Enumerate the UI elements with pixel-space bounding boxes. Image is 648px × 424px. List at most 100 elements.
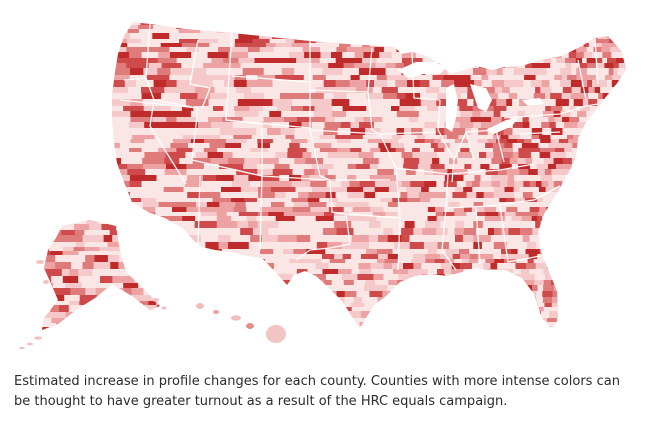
county-cell [283,269,298,275]
county-cell [354,63,368,69]
county-cell [374,29,384,34]
county-cell [607,135,615,140]
county-cell [383,263,393,270]
county-cell [304,33,319,40]
county-cell [513,187,520,193]
county-cell [444,274,459,281]
county-cell [278,158,295,165]
county-cell [278,221,291,229]
county-cell [596,202,604,208]
county-cell [592,25,601,30]
county-cell [512,25,524,30]
county-cell [518,148,530,153]
county-cell [438,326,447,328]
county-cell [483,202,493,208]
county-cell [242,307,264,312]
county-cell [192,318,207,323]
county-cell [271,318,288,323]
county-cell [184,263,201,270]
county-cell [248,47,261,53]
county-cell [338,198,351,203]
county-cell [566,303,573,308]
county-cell [589,297,599,304]
county-cell [93,301,104,306]
county-cell [550,242,559,250]
county-cell [456,117,471,123]
county-cell [415,33,425,40]
county-cell [619,322,626,327]
county-cell [389,311,399,319]
county-cell [378,269,394,275]
county-cell [586,111,595,118]
county-cell [424,33,438,40]
county-cell [350,254,362,260]
county-cell [496,139,508,144]
county-cell [462,198,472,203]
county-cell [342,254,352,260]
county-cell [176,269,197,275]
county-cell [529,148,541,153]
county-cell [171,128,188,136]
county-cell [254,269,268,275]
county-cell [412,22,426,26]
county-cell [346,111,356,118]
county-cell [89,224,102,231]
county-cell [498,93,510,100]
county-cell [507,139,518,144]
county-cell [572,22,582,26]
county-cell [374,181,388,188]
county-cell [206,318,225,323]
county-cell [611,25,621,30]
county-cell [123,106,145,112]
county-cell [416,326,424,328]
county-cell [341,143,359,149]
county-cell [369,221,381,229]
county-cell [226,93,245,100]
county-cell [557,326,569,328]
county-cell [371,117,383,123]
county-cell [480,249,489,255]
county-cell [462,25,470,30]
county-cell [269,22,281,26]
county-cell [155,235,160,243]
county-cell [119,111,131,118]
county-cell [421,187,430,193]
county-cell [447,22,461,26]
county-cell [592,221,601,229]
county-cell [552,291,561,298]
county-cell [424,202,435,208]
county-cell [68,242,77,248]
county-cell [550,22,562,26]
county-cell [206,330,221,334]
county-cell [193,148,205,153]
county-cell [151,318,160,324]
county-cell [242,117,264,123]
county-cell [313,143,332,149]
county-cell [129,192,145,199]
county-cell [427,249,438,255]
county-cell [613,242,620,250]
county-cell [606,221,616,229]
county-cell [605,22,615,26]
county-cell [494,228,502,236]
county-cell [626,39,631,43]
county-cell [340,122,351,129]
county-cell [550,139,560,144]
county-cell [485,29,498,34]
county-cell [518,164,531,170]
county-cell [150,254,168,260]
county-cell [416,135,426,140]
county-cell [378,33,389,40]
county-cell [468,58,479,64]
county-cell [376,249,393,255]
county-cell [623,263,626,270]
county-cell [557,192,563,199]
county-cell [181,221,195,229]
county-cell [165,152,186,159]
county-cell [599,280,609,286]
county-cell [381,106,392,112]
county-cell [409,303,425,308]
county-cell [256,216,277,222]
county-cell [526,307,533,312]
county-cell [618,47,626,53]
